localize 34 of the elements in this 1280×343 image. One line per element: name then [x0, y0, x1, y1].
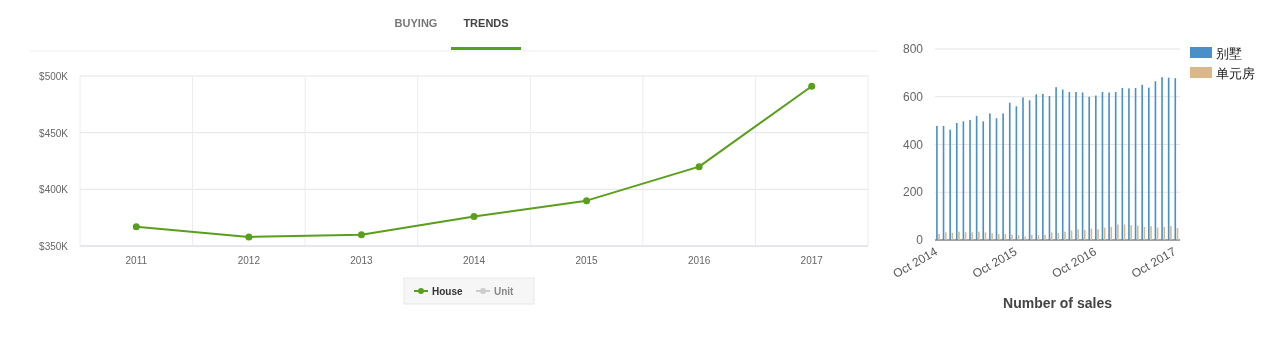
x-tick-label: Oct 2015 [970, 244, 1020, 281]
x-tick-label: 2016 [688, 255, 711, 266]
x-tick-label: Oct 2016 [1049, 244, 1100, 281]
point [695, 163, 703, 171]
point [132, 223, 140, 231]
y-tick-label: $450K [39, 127, 69, 139]
point [808, 82, 816, 90]
x-tick-label: 2014 [462, 255, 486, 266]
x-tick-label: Oct 2017 [1129, 244, 1179, 281]
x-tick-label: 2011 [125, 255, 148, 266]
y-tick-label: 800 [902, 42, 924, 56]
y-tick-label: $400K [39, 184, 69, 196]
point [245, 233, 253, 241]
text: BUYING [394, 17, 438, 29]
y-tick-label: 400 [902, 137, 924, 152]
y-tick-label: 0 [916, 233, 924, 247]
legend-label: 单元房 [1216, 66, 1255, 81]
x-tick-label: 2017 [800, 255, 824, 266]
y-tick-label: 600 [902, 89, 924, 104]
y-tick-label: 200 [902, 185, 924, 200]
x-tick-label: 2012 [237, 255, 261, 266]
x-tick-label: 2015 [575, 255, 599, 266]
legend-label: Unit [494, 286, 515, 297]
y-tick-label: $350K [39, 241, 69, 252]
x-axis-title: Number of sales [1003, 295, 1113, 311]
legend-label: 别墅 [1216, 46, 1242, 61]
y-tick-label: $500K [39, 71, 69, 82]
x-tick-label: Oct 2014 [890, 244, 941, 281]
x-tick-label: 2013 [350, 255, 373, 266]
point [583, 197, 591, 205]
legend-label: House [432, 286, 463, 297]
text: TRENDS [463, 17, 509, 29]
point [470, 213, 478, 221]
point [357, 231, 365, 239]
